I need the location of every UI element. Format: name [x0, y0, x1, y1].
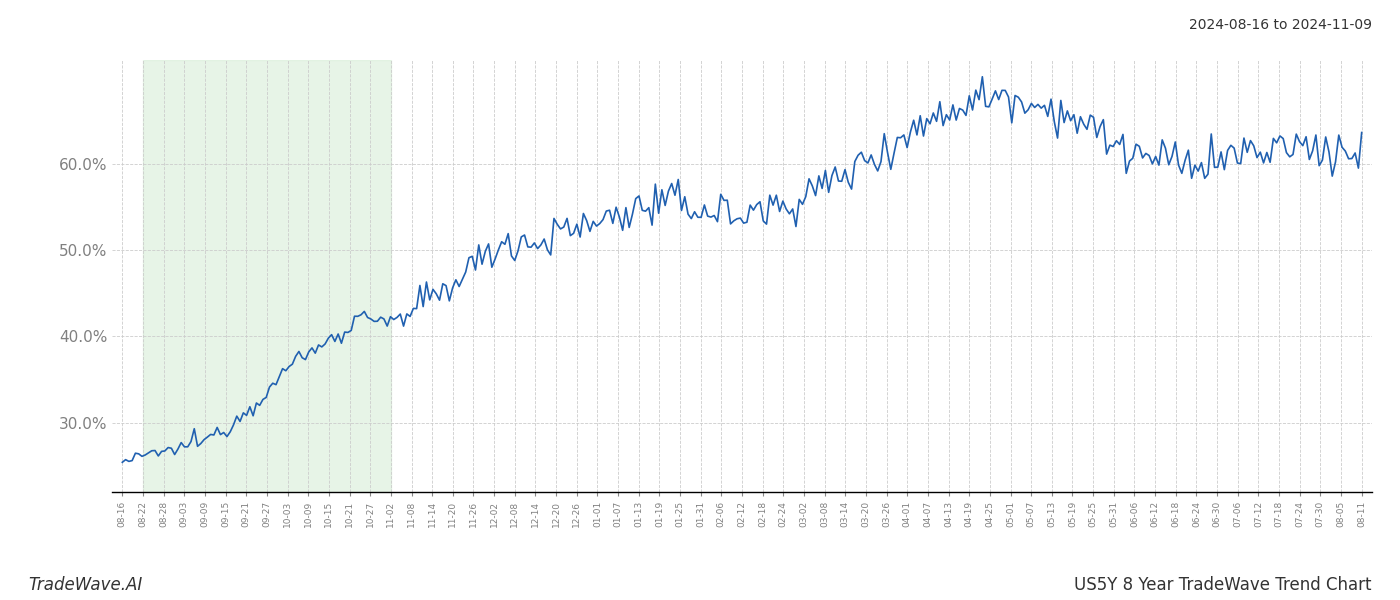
Bar	[143, 60, 391, 492]
Text: US5Y 8 Year TradeWave Trend Chart: US5Y 8 Year TradeWave Trend Chart	[1075, 576, 1372, 594]
Text: 2024-08-16 to 2024-11-09: 2024-08-16 to 2024-11-09	[1189, 18, 1372, 32]
Text: TradeWave.AI: TradeWave.AI	[28, 576, 143, 594]
